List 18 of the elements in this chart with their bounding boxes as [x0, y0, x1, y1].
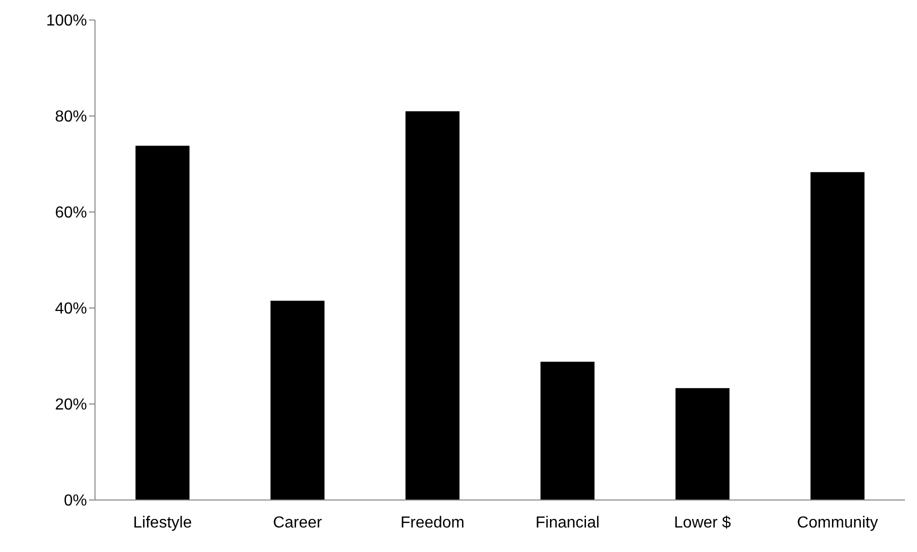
y-tick-label: 60%: [54, 204, 87, 222]
x-tick-label: Lifestyle: [133, 514, 192, 532]
bar: [540, 362, 594, 500]
bar: [136, 146, 190, 500]
x-tick-label: Community: [797, 514, 878, 532]
y-tick-label: 0%: [64, 492, 87, 510]
x-tick-label: Lower $: [674, 514, 732, 532]
x-tick-label: Financial: [535, 514, 600, 532]
x-tick-label: Career: [273, 514, 323, 532]
y-tick-label: 80%: [54, 108, 87, 126]
bar: [270, 300, 324, 500]
x-tick-label: Freedom: [400, 514, 465, 532]
bar: [406, 111, 460, 500]
bar: [676, 388, 730, 500]
y-tick-label: 100%: [46, 12, 87, 30]
y-tick-label: 40%: [54, 300, 87, 318]
y-tick-label: 20%: [54, 396, 87, 414]
bar: [810, 172, 864, 500]
